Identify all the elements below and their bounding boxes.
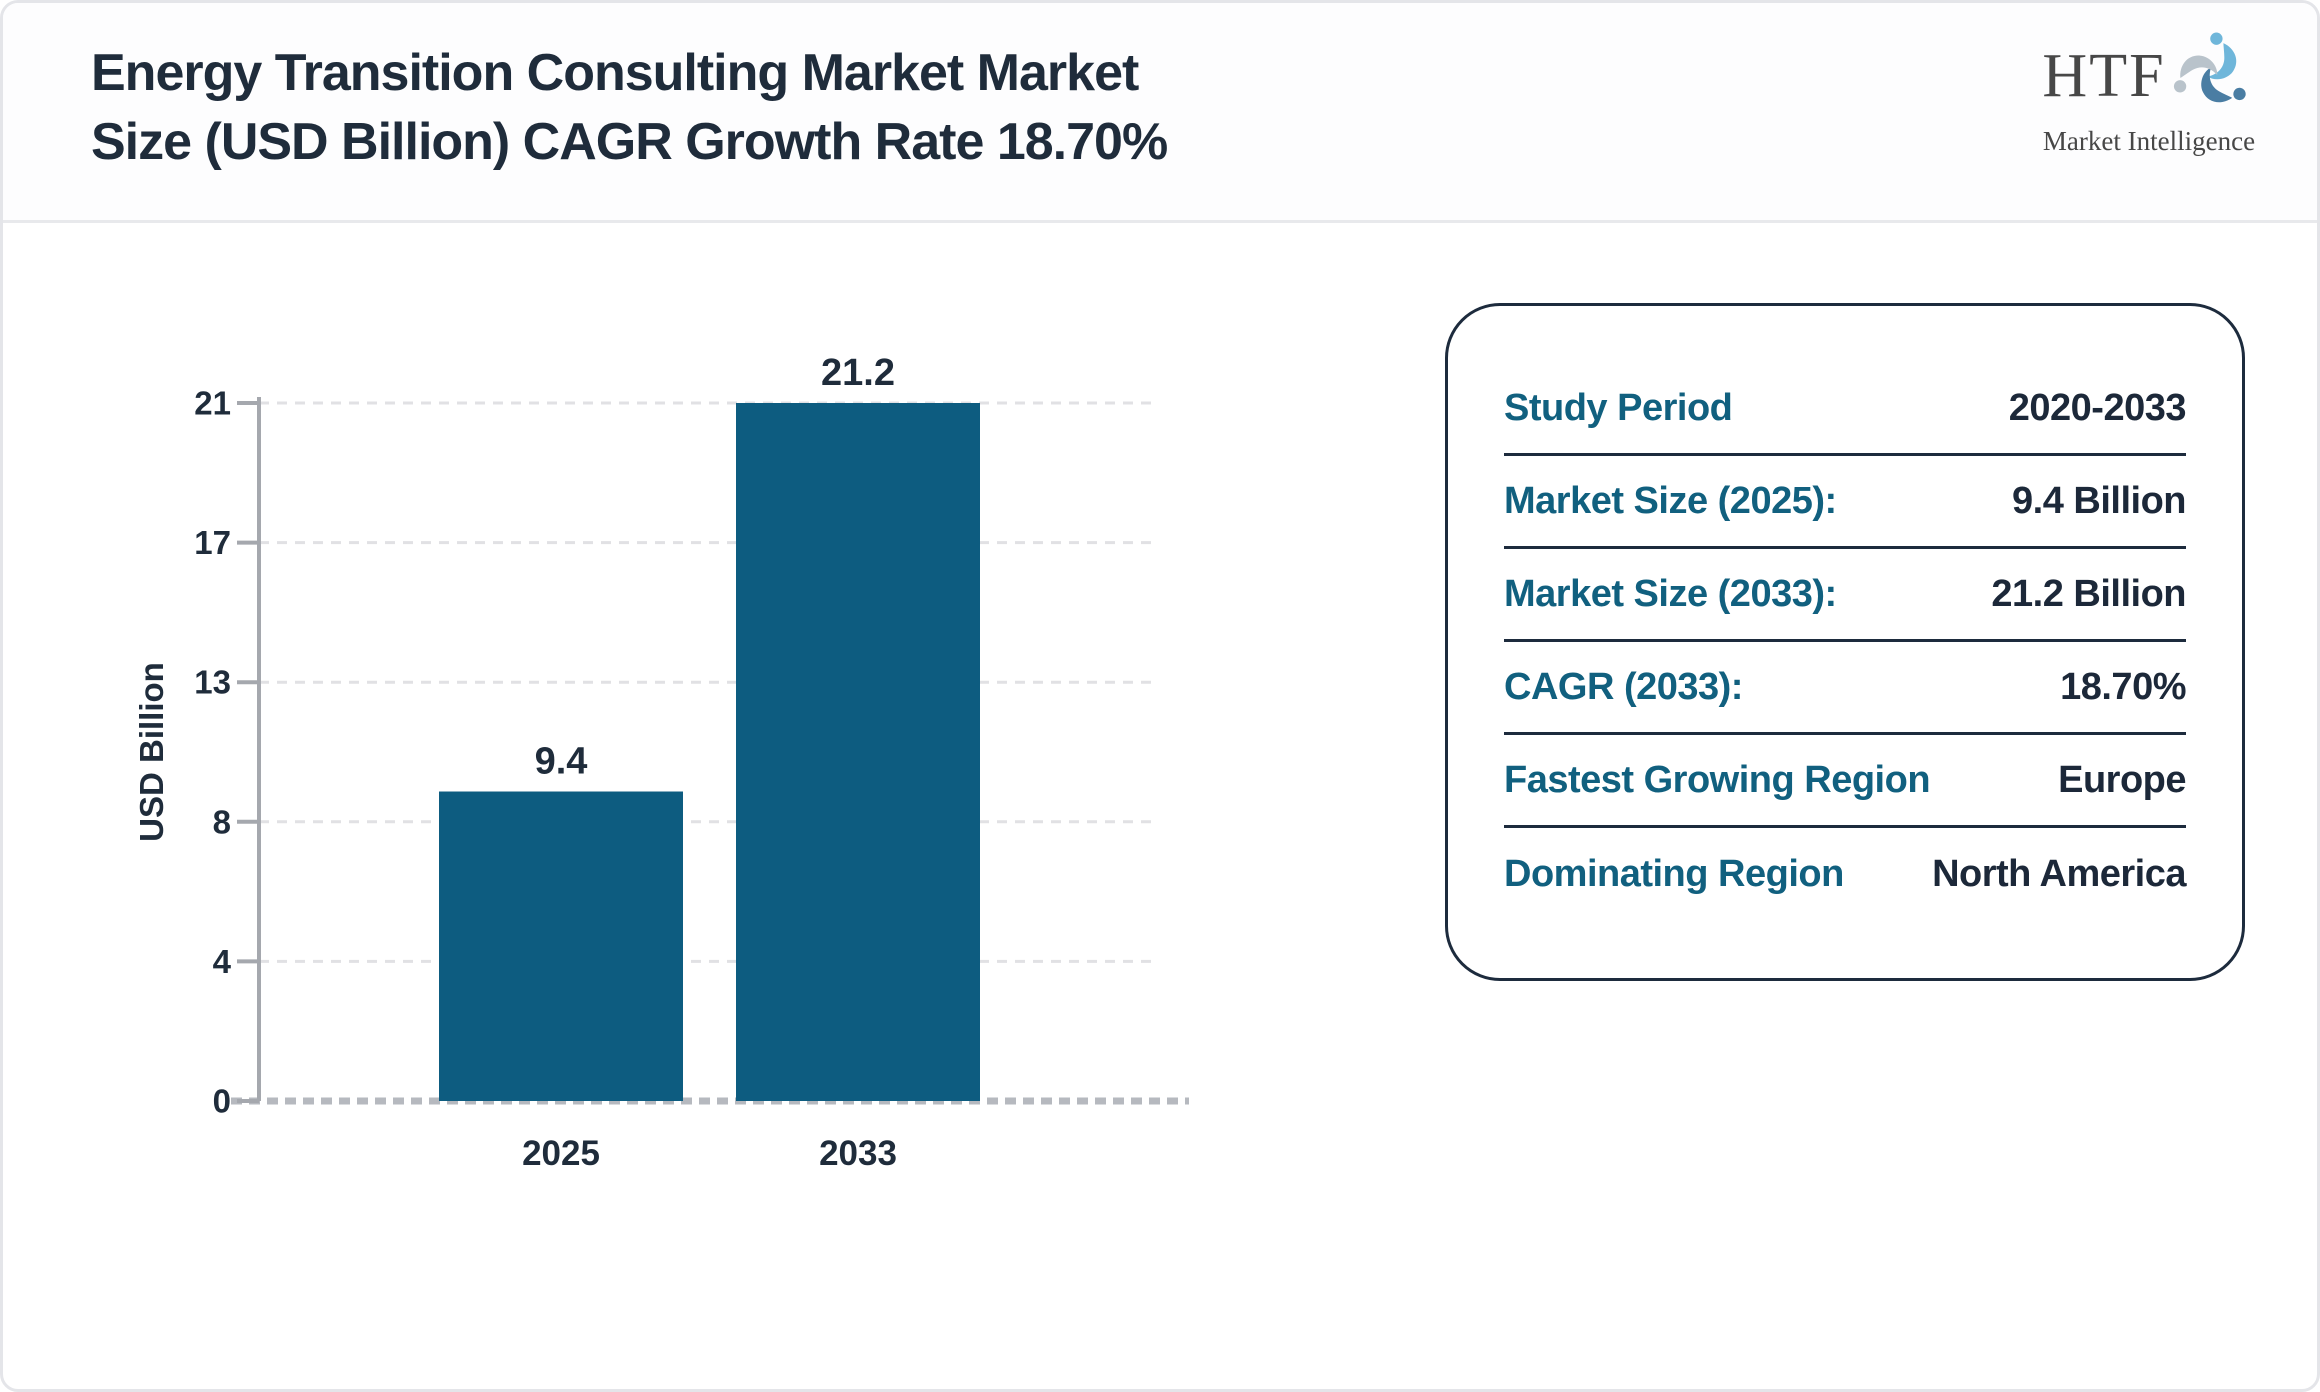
- y-axis-title: USD Billion: [133, 662, 170, 842]
- info-row-value: 21.2 Billion: [1991, 572, 2186, 615]
- info-row-value: 2020-2033: [2008, 386, 2187, 429]
- y-tick-label: 13: [194, 664, 231, 701]
- info-row-market-size-2025: Market Size (2025): 9.4 Billion: [1504, 456, 2186, 549]
- info-row-fastest-growing-region: Fastest Growing Region Europe: [1504, 735, 2186, 828]
- swirl-figures-icon: [2168, 29, 2256, 122]
- info-card: Study Period 2020-2033 Market Size (2025…: [1445, 303, 2245, 981]
- x-category-label: 2033: [819, 1134, 897, 1173]
- htf-logo-top: HTF: [2029, 29, 2269, 122]
- info-row-value: North America: [1932, 853, 2186, 895]
- x-category-label: 2025: [522, 1134, 600, 1173]
- htf-logo: HTF: [2029, 29, 2269, 157]
- header: Energy Transition Consulting Market Mark…: [3, 3, 2317, 223]
- htf-logo-tagline: Market Intelligence: [2042, 126, 2256, 156]
- info-row-label: Market Size (2033):: [1504, 572, 1837, 615]
- bar-value-label: 9.4: [535, 741, 588, 783]
- page-title: Energy Transition Consulting Market Mark…: [91, 39, 1168, 177]
- info-row-label: Study Period: [1504, 386, 1733, 429]
- info-row-value: Europe: [2058, 758, 2186, 801]
- info-row-label: Market Size (2025):: [1504, 479, 1837, 522]
- y-tick-label: 4: [213, 943, 232, 980]
- info-row-label: Dominating Region: [1504, 853, 1844, 895]
- info-row-study-period: Study Period 2020-2033: [1504, 363, 2187, 456]
- y-tick-label: 0: [213, 1083, 231, 1120]
- page-title-line-1: Energy Transition Consulting Market Mark…: [91, 44, 1139, 102]
- bar-value-label: 21.2: [821, 352, 895, 394]
- info-row-value: 18.70%: [2060, 665, 2186, 708]
- y-tick-label: 17: [194, 524, 231, 561]
- bar: [439, 791, 683, 1101]
- bar: [736, 403, 980, 1101]
- htf-logo-text: HTF: [2042, 41, 2166, 110]
- page-title-line-2: Size (USD Billion) CAGR Growth Rate 18.7…: [91, 113, 1168, 172]
- info-row-dominating-region: Dominating Region North America: [1504, 828, 2186, 921]
- y-tick-label: 8: [213, 803, 231, 840]
- info-row-value: 9.4 Billion: [2012, 479, 2186, 522]
- info-row-cagr: CAGR (2033): 18.70%: [1504, 642, 2186, 735]
- y-tick-label: 21: [194, 385, 231, 422]
- info-row-label: Fastest Growing Region: [1504, 758, 1931, 801]
- info-row-market-size-2033: Market Size (2033): 21.2 Billion: [1504, 549, 2186, 642]
- info-row-label: CAGR (2033):: [1504, 665, 1743, 708]
